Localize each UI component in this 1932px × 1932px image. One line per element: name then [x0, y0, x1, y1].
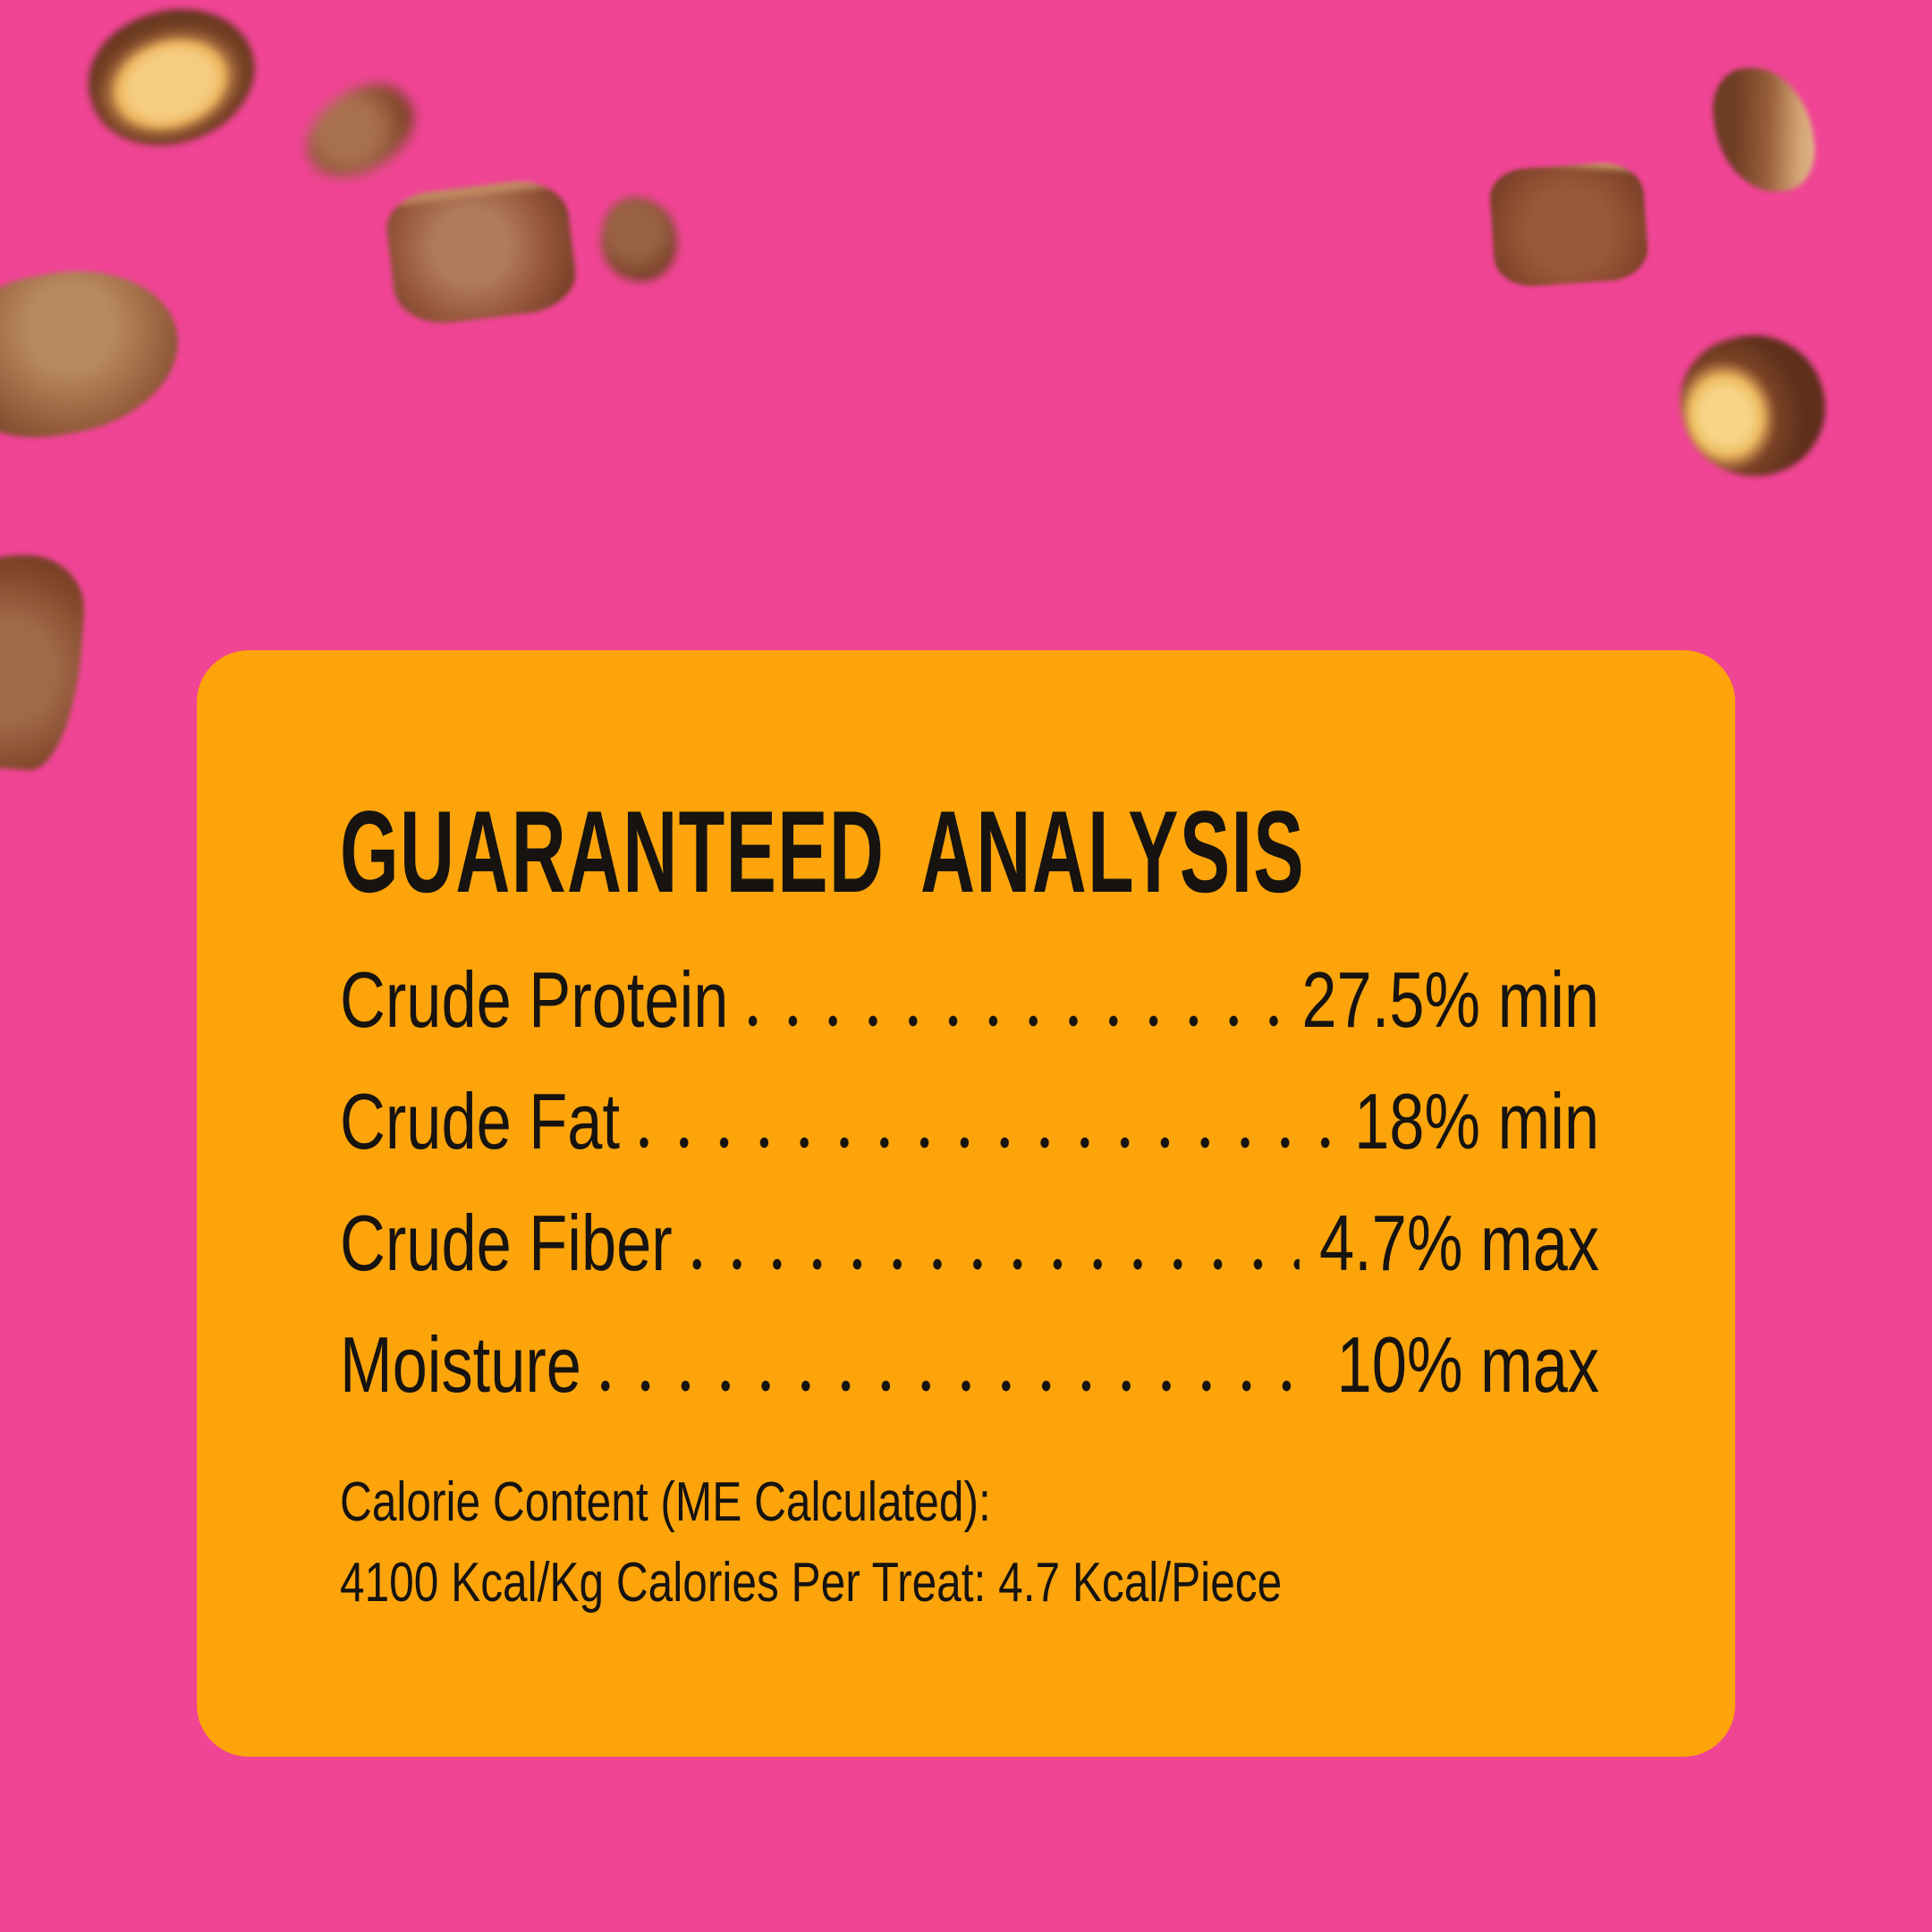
analysis-row-crude-fiber: Crude Fiber 4.7% max — [340, 1204, 1599, 1283]
analysis-row-moisture: Moisture 10% max — [340, 1326, 1599, 1404]
treat-piece-icon — [290, 65, 429, 198]
analysis-value: 18% min — [1354, 1077, 1599, 1165]
treat-piece-square-icon — [1487, 160, 1650, 289]
treat-piece-cut-open-icon — [71, 0, 273, 166]
analysis-value: 4.7% max — [1318, 1199, 1599, 1287]
analysis-value: 10% max — [1336, 1320, 1599, 1409]
analysis-row-crude-protein: Crude Protein 27.5% min — [340, 961, 1599, 1039]
calorie-heading: Calorie Content (ME Calculated): — [340, 1471, 991, 1533]
card-title: GUARANTEED ANALYSIS — [340, 786, 1305, 917]
analysis-label: Moisture — [340, 1320, 581, 1409]
treat-piece-cut-open-icon — [1666, 319, 1840, 493]
dot-leader — [640, 1137, 1335, 1148]
treat-piece-diamond-icon — [1707, 60, 1821, 199]
dot-leader — [601, 1380, 1318, 1392]
treat-piece-large-icon — [0, 255, 191, 452]
analysis-label: Crude Fiber — [340, 1199, 673, 1287]
calorie-content-block: Calorie Content (ME Calculated): 4100 Kc… — [340, 1462, 1599, 1623]
analysis-label: Crude Protein — [340, 955, 729, 1044]
dot-leader — [692, 1258, 1300, 1270]
analysis-rows: Crude Protein 27.5% min Crude Fat 18% mi… — [340, 961, 1599, 1447]
treat-piece-wedge-icon — [0, 550, 89, 774]
dot-leader — [748, 1015, 1282, 1027]
analysis-label: Crude Fat — [340, 1077, 621, 1165]
analysis-row-crude-fat: Crude Fat 18% min — [340, 1082, 1599, 1161]
calorie-detail: 4100 Kcal/Kg Calories Per Treat: 4.7 Kca… — [340, 1552, 1283, 1614]
guaranteed-analysis-card: GUARANTEED ANALYSIS Crude Protein 27.5% … — [197, 650, 1735, 1757]
treat-piece-icon — [593, 191, 686, 288]
analysis-value: 27.5% min — [1301, 955, 1599, 1044]
treat-piece-square-icon — [382, 175, 580, 329]
